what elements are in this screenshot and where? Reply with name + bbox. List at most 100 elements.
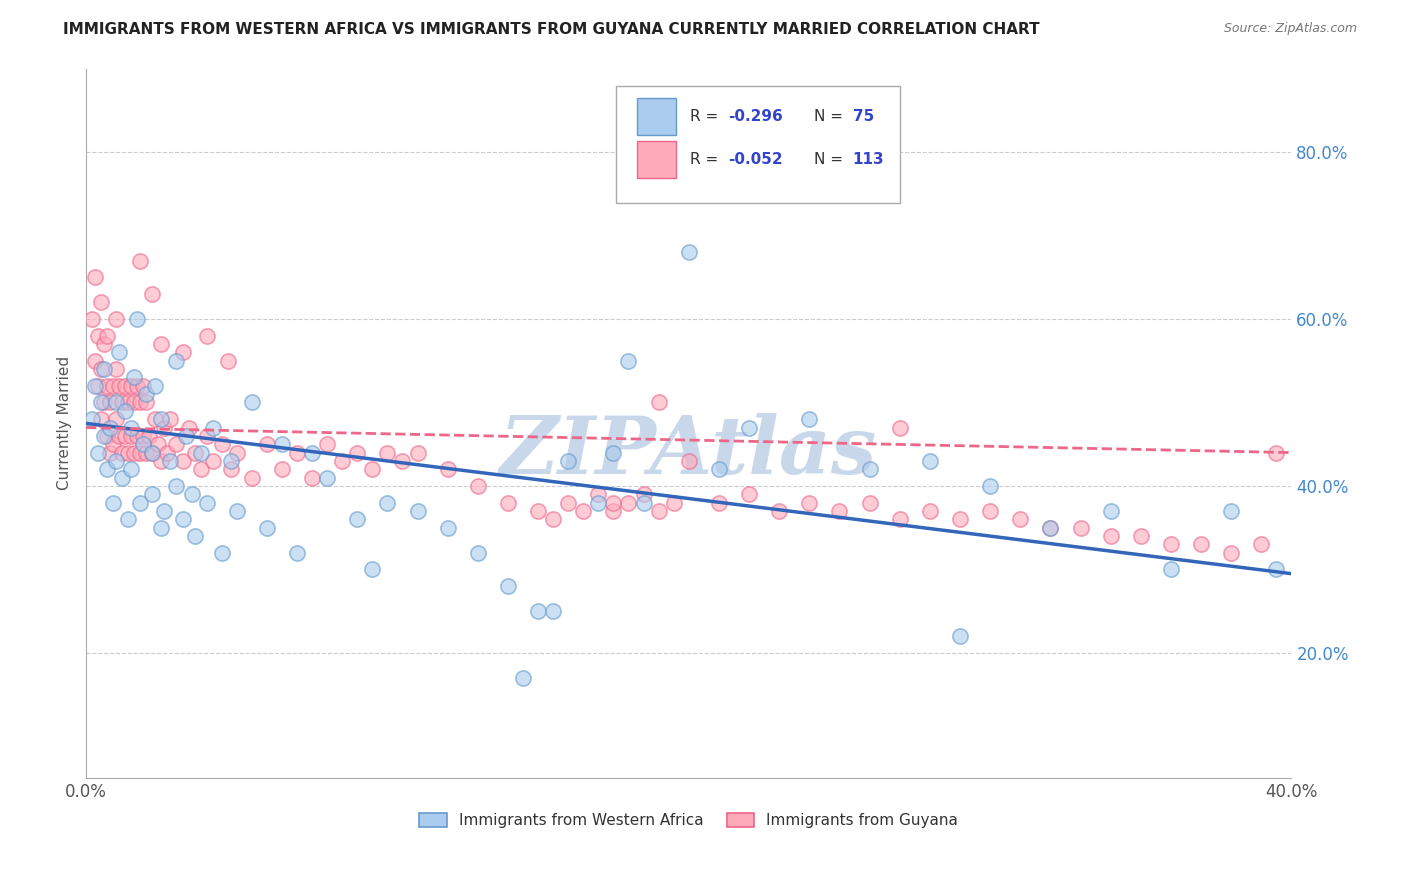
Point <box>90 412 112 426</box>
Point <box>159 412 181 426</box>
Point <box>678 454 700 468</box>
Text: IMMIGRANTS FROM WESTERN AFRICA VS IMMIGRANTS FROM GUYANA CURRENTLY MARRIED CORRE: IMMIGRANTS FROM WESTERN AFRICA VS IMMIGR… <box>63 22 1040 37</box>
Point <box>406 445 429 459</box>
Legend: Immigrants from Western Africa, Immigrants from Guyana: Immigrants from Western Africa, Immigran… <box>413 806 965 834</box>
Point <box>346 512 368 526</box>
Point <box>114 429 136 443</box>
Point <box>1039 521 1062 535</box>
Text: Source: ZipAtlas.com: Source: ZipAtlas.com <box>1223 22 1357 36</box>
Point <box>166 479 188 493</box>
Y-axis label: Currently Married: Currently Married <box>58 356 72 491</box>
Point <box>105 395 128 409</box>
Point <box>190 462 212 476</box>
Point <box>124 395 146 409</box>
Point <box>114 379 136 393</box>
Point <box>541 512 564 526</box>
Point <box>93 337 115 351</box>
Point <box>377 496 399 510</box>
Point <box>211 437 233 451</box>
Point <box>316 470 339 484</box>
Point <box>108 345 131 359</box>
Point <box>120 379 142 393</box>
Point <box>602 445 624 459</box>
Point <box>240 470 263 484</box>
Point <box>124 370 146 384</box>
Point <box>316 437 339 451</box>
Point <box>436 462 458 476</box>
Point <box>1010 512 1032 526</box>
Point <box>174 429 197 443</box>
Point <box>183 529 205 543</box>
Point <box>96 429 118 443</box>
Point <box>240 395 263 409</box>
Text: ZIPAtlas: ZIPAtlas <box>501 413 877 491</box>
Point <box>129 253 152 268</box>
Point <box>541 604 564 618</box>
Point <box>799 412 821 426</box>
Point <box>588 496 610 510</box>
Text: -0.296: -0.296 <box>728 110 783 124</box>
Point <box>132 379 155 393</box>
Point <box>361 462 384 476</box>
Point <box>141 287 163 301</box>
Point <box>527 504 550 518</box>
Point <box>330 454 353 468</box>
Point <box>148 437 170 451</box>
Point <box>93 429 115 443</box>
Point <box>124 445 146 459</box>
Point <box>858 496 880 510</box>
Point <box>183 445 205 459</box>
Point <box>111 445 134 459</box>
Point <box>141 445 163 459</box>
Point <box>889 512 911 526</box>
Point <box>225 504 247 518</box>
Point <box>117 512 139 526</box>
Point <box>132 437 155 451</box>
Point <box>918 454 941 468</box>
Point <box>132 429 155 443</box>
Point <box>103 379 125 393</box>
Text: R =: R = <box>690 110 723 124</box>
Point <box>141 487 163 501</box>
Point <box>557 454 579 468</box>
Point <box>150 337 173 351</box>
Point <box>195 328 218 343</box>
Point <box>301 470 323 484</box>
Point <box>496 579 519 593</box>
Point <box>979 479 1001 493</box>
Point <box>120 420 142 434</box>
Point <box>145 379 167 393</box>
Point <box>678 245 700 260</box>
Point <box>82 412 104 426</box>
Point <box>391 454 413 468</box>
Point <box>225 445 247 459</box>
Point <box>617 496 640 510</box>
Point <box>177 420 200 434</box>
Point <box>150 412 173 426</box>
Point <box>135 445 157 459</box>
Point <box>707 496 730 510</box>
Point <box>527 604 550 618</box>
Point <box>103 496 125 510</box>
FancyBboxPatch shape <box>637 98 675 136</box>
Point <box>120 462 142 476</box>
Point <box>1220 504 1243 518</box>
Point <box>153 420 176 434</box>
Point <box>84 270 107 285</box>
Point <box>117 395 139 409</box>
Point <box>105 312 128 326</box>
Point <box>84 353 107 368</box>
Point <box>127 312 149 326</box>
Point <box>617 353 640 368</box>
Text: N =: N = <box>814 152 848 167</box>
Point <box>256 437 278 451</box>
Point <box>150 454 173 468</box>
Point <box>211 546 233 560</box>
Point <box>512 671 534 685</box>
Point <box>346 445 368 459</box>
Point <box>361 562 384 576</box>
Point <box>949 629 972 643</box>
Point <box>98 420 121 434</box>
Point <box>172 345 194 359</box>
Point <box>135 395 157 409</box>
